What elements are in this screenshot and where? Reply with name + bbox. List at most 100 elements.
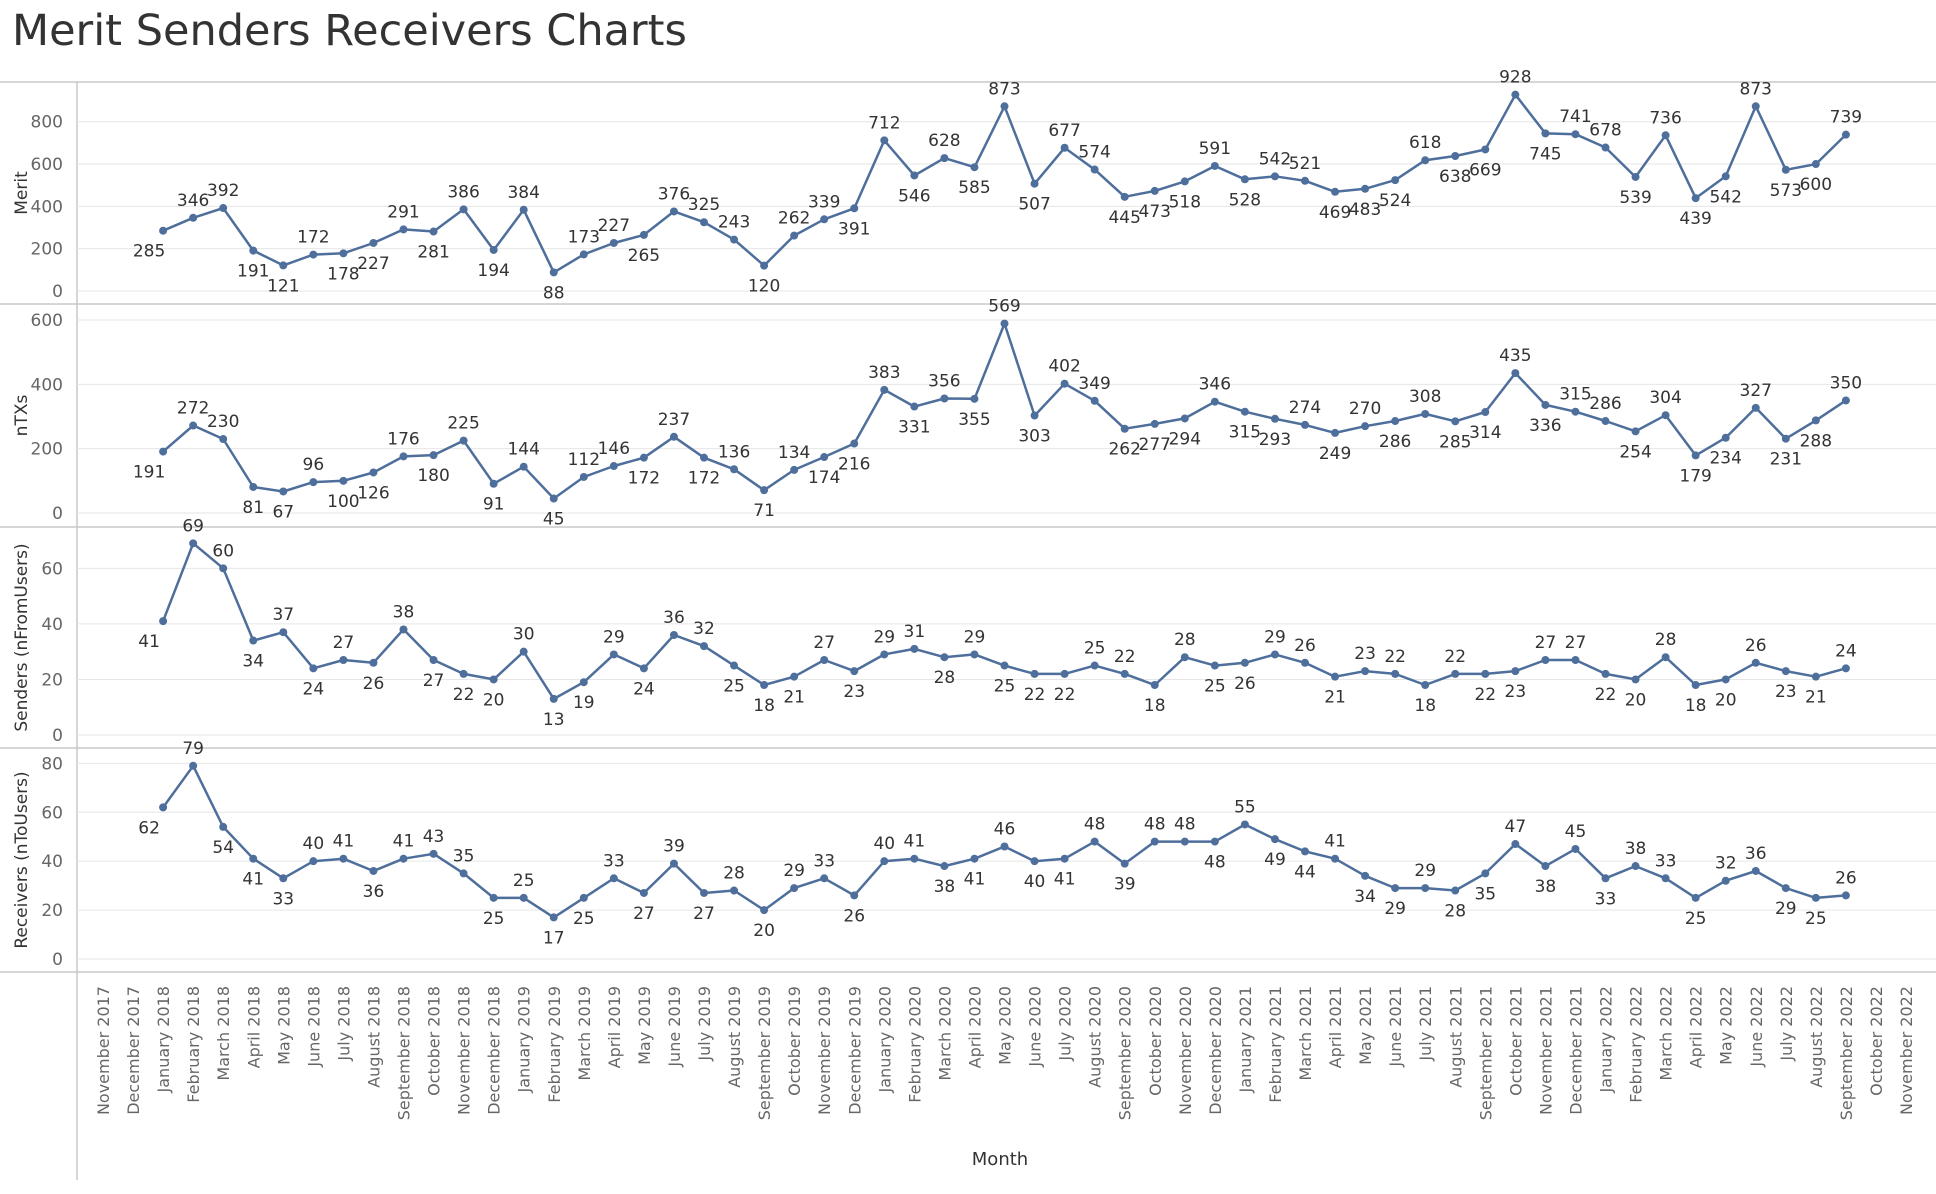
data-point [910, 644, 919, 653]
data-label: 47 [1505, 817, 1527, 837]
data-label: 39 [1114, 875, 1136, 895]
data-label: 79 [182, 739, 204, 759]
data-label: 546 [898, 186, 930, 206]
data-label: 25 [1204, 677, 1226, 697]
data-point [1391, 176, 1400, 185]
data-point [850, 204, 859, 213]
data-point [219, 564, 228, 573]
x-tick-label: September 2020 [1116, 986, 1135, 1120]
x-tick-label: November 2021 [1536, 986, 1555, 1115]
y-axis-title: Merit [12, 171, 32, 215]
data-point [1391, 884, 1400, 893]
x-tick-label: April 2022 [1687, 986, 1706, 1068]
data-label: 37 [272, 605, 294, 625]
data-label: 507 [1018, 195, 1050, 215]
data-label: 391 [838, 219, 870, 239]
data-label: 25 [573, 909, 595, 929]
data-label: 48 [1174, 815, 1196, 835]
data-label: 521 [1289, 154, 1321, 174]
data-point [1060, 143, 1069, 152]
x-tick-label: March 2020 [935, 986, 954, 1081]
data-point [639, 453, 648, 462]
data-point [1811, 893, 1820, 902]
data-label: 638 [1439, 167, 1471, 187]
data-point [1421, 156, 1430, 165]
data-point [760, 906, 769, 915]
x-tick-label: January 2018 [154, 986, 173, 1093]
data-label: 383 [868, 363, 900, 383]
data-point [1841, 396, 1850, 405]
data-label: 435 [1499, 346, 1531, 366]
data-label: 29 [603, 627, 625, 647]
data-point [159, 226, 168, 235]
data-point [790, 672, 799, 681]
data-point [1301, 658, 1309, 667]
data-label: 331 [898, 418, 930, 438]
data-label: 33 [272, 889, 294, 909]
data-label: 225 [447, 414, 479, 434]
data-label: 23 [843, 682, 865, 702]
page-title: Merit Senders Receivers Charts [12, 6, 687, 56]
data-point [1571, 844, 1580, 853]
data-point [309, 250, 318, 259]
x-tick-label: May 2018 [274, 986, 293, 1065]
data-point [1781, 884, 1790, 893]
data-point [1721, 433, 1730, 442]
data-label: 22 [1024, 685, 1046, 705]
data-point [1751, 658, 1760, 667]
data-label: 18 [1685, 696, 1707, 716]
data-point [700, 453, 708, 462]
data-point [459, 669, 468, 678]
data-point [1691, 681, 1700, 689]
x-tick-label: November 2018 [455, 986, 474, 1115]
data-label: 26 [1234, 674, 1256, 694]
data-point [790, 231, 799, 240]
data-point [579, 893, 588, 902]
data-point [940, 653, 949, 662]
data-point [1751, 866, 1760, 875]
x-tick-label: December 2021 [1566, 986, 1585, 1115]
data-point [399, 452, 408, 461]
y-tick-label: 400 [31, 375, 63, 395]
data-label: 172 [688, 469, 720, 489]
data-point [309, 664, 318, 673]
data-point [1331, 428, 1340, 437]
y-tick-label: 20 [41, 670, 63, 690]
data-label: 234 [1709, 449, 1741, 469]
data-label: 25 [483, 909, 505, 929]
data-label: 35 [1474, 884, 1496, 904]
data-label: 677 [1048, 121, 1080, 141]
y-tick-label: 400 [31, 197, 63, 217]
data-point [1631, 427, 1640, 436]
data-label: 304 [1649, 388, 1681, 408]
data-label: 518 [1169, 192, 1201, 212]
data-point [940, 394, 949, 403]
data-label: 174 [808, 468, 840, 488]
data-point [1361, 422, 1370, 431]
data-label: 27 [1565, 633, 1587, 653]
data-label: 585 [958, 178, 990, 198]
data-point [880, 857, 889, 866]
data-point [249, 246, 258, 255]
data-label: 172 [297, 228, 329, 248]
data-point [489, 675, 498, 684]
data-label: 386 [447, 182, 479, 202]
data-point [1180, 837, 1189, 846]
data-label: 45 [1565, 822, 1587, 842]
data-point [1331, 854, 1340, 863]
x-tick-label: November 2017 [94, 986, 113, 1115]
data-point [1811, 416, 1820, 425]
data-point [1060, 854, 1069, 863]
data-label: 22 [1054, 685, 1076, 705]
data-point [970, 650, 979, 659]
data-point [1421, 681, 1430, 689]
data-point [1090, 837, 1099, 846]
data-label: 286 [1379, 432, 1411, 452]
data-label: 24 [633, 679, 655, 699]
y-tick-label: 80 [41, 754, 63, 774]
data-label: 618 [1409, 133, 1441, 153]
data-point [1000, 102, 1009, 111]
data-point [1541, 129, 1550, 138]
data-point [1301, 847, 1309, 856]
data-point [1030, 179, 1039, 188]
